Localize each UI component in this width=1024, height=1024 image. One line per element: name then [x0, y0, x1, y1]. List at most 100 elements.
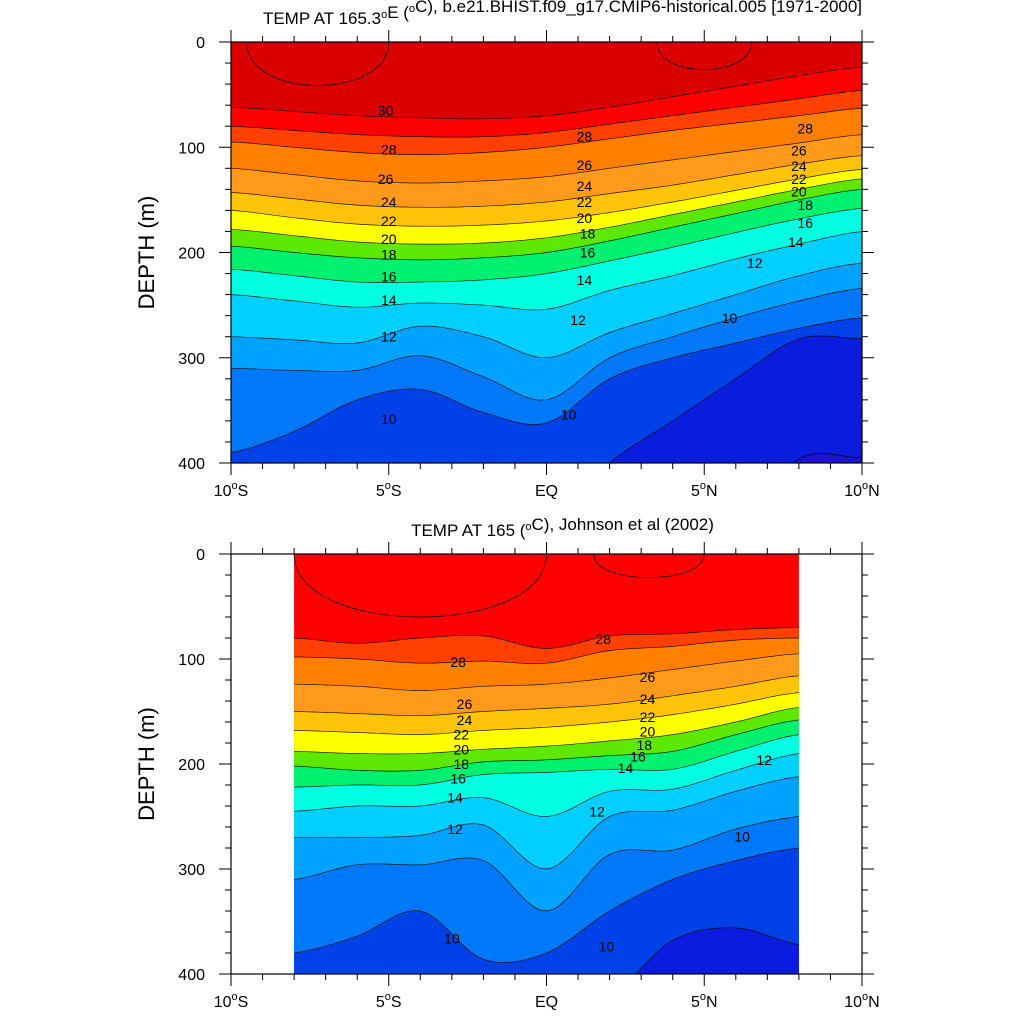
contour-label: 26	[640, 669, 656, 685]
contour-label: 28	[596, 631, 612, 647]
y-tick-label: 400	[178, 967, 205, 984]
contour-label: 24	[791, 158, 807, 174]
y-tick-label: 100	[178, 652, 205, 669]
isotherm-line	[231, 155, 862, 208]
contour-label: 28	[797, 120, 813, 136]
temperature-band	[635, 927, 799, 974]
contour-label: 12	[747, 255, 763, 271]
contour-label: 12	[447, 821, 463, 837]
isotherm-line	[294, 734, 799, 788]
isotherm-line	[231, 231, 862, 311]
temperature-band	[793, 453, 862, 463]
contour-label: 20	[791, 183, 807, 199]
contour-label: 26	[378, 171, 394, 187]
isotherm-line	[609, 335, 862, 463]
contour-label: 28	[577, 129, 593, 145]
contour-field: 2826242220181614121028262422201816141210…	[293, 554, 799, 974]
contour-field: 3028262422201816141210282624222018161412…	[231, 42, 862, 463]
isotherm-line	[635, 927, 799, 974]
contour-label: 12	[756, 752, 772, 768]
contour-label: 22	[791, 171, 807, 187]
contour-label: 16	[630, 749, 646, 765]
isotherm-line	[294, 675, 799, 717]
contour-label: 22	[454, 727, 470, 743]
x-tick-label: 5oS	[376, 991, 402, 1011]
contour-label: 18	[797, 197, 813, 213]
contour-label: 14	[381, 292, 397, 308]
contour-label: 16	[450, 771, 466, 787]
x-tick-label: 10oS	[214, 480, 249, 500]
contour-label: 20	[381, 231, 397, 247]
isotherm-line	[231, 66, 862, 120]
isotherm-line	[231, 262, 862, 359]
contour-label: 16	[797, 215, 813, 231]
contour-label: 30	[378, 102, 394, 118]
contour-label: 20	[454, 741, 470, 757]
isotherm-line	[294, 706, 799, 755]
contour-label: 22	[577, 194, 593, 210]
y-tick-label: 300	[178, 862, 205, 879]
contour-label: 14	[788, 234, 804, 250]
y-tick-label: 100	[178, 140, 205, 157]
contour-label: 18	[381, 247, 397, 263]
isotherm-line	[231, 207, 862, 283]
isotherm-line	[294, 816, 799, 912]
isotherm-line	[294, 847, 799, 963]
isotherm-line	[231, 134, 862, 184]
contour-label: 10	[599, 939, 615, 955]
y-axis-label: DEPTH (m)	[134, 196, 159, 310]
x-tick-label: EQ	[535, 483, 558, 500]
contour-label: 10	[734, 828, 750, 844]
chart-title: TEMP AT 165 (oC), Johnson et al (2002)	[411, 515, 714, 540]
contour-label: 24	[457, 712, 473, 728]
contour-label: 12	[381, 329, 397, 345]
y-tick-label: 200	[178, 246, 205, 263]
y-tick-label: 200	[178, 757, 205, 774]
contour-label: 14	[447, 790, 463, 806]
x-tick-label: EQ	[535, 994, 558, 1011]
x-tick-label: 10oS	[214, 991, 249, 1011]
isotherm-line	[294, 692, 799, 735]
isotherm-line	[294, 776, 799, 870]
contour-label: 14	[618, 760, 634, 776]
isotherm-line	[231, 287, 862, 401]
y-tick-label: 0	[196, 547, 205, 564]
x-tick-label: 5oS	[376, 480, 402, 500]
isotherm-line	[231, 90, 862, 138]
contour-label: 28	[450, 654, 466, 670]
isotherm-line	[231, 169, 862, 227]
isotherm-line	[294, 653, 799, 691]
panel-2: 2826242220181614121028262422201816141210…	[134, 515, 880, 1011]
contour-label: 24	[577, 178, 593, 194]
contour-label: 10	[561, 407, 577, 423]
warm-core	[593, 554, 705, 578]
warm-core	[246, 42, 390, 86]
contour-label: 24	[640, 691, 656, 707]
isotherm-line	[231, 178, 862, 245]
contour-label: 24	[381, 194, 397, 210]
contour-label: 16	[381, 269, 397, 285]
contour-label: 12	[570, 312, 586, 328]
contour-label: 10	[444, 930, 460, 946]
panel-1: 3028262422201816141210282624222018161412…	[134, 0, 880, 500]
contour-label: 22	[640, 709, 656, 725]
isotherm-line	[231, 188, 862, 261]
contour-label: 18	[454, 756, 470, 772]
temperature-band	[609, 335, 862, 463]
x-tick-label: 10oN	[844, 991, 879, 1011]
contour-label: 10	[722, 310, 738, 326]
contour-label: 26	[791, 142, 807, 158]
isotherm-line	[231, 107, 862, 155]
contour-label: 26	[577, 157, 593, 173]
chart-title: TEMP AT 165.3oE (oC), b.e21.BHIST.f09_g1…	[263, 0, 862, 28]
x-tick-label: 5oN	[691, 480, 718, 500]
isotherm-line	[294, 627, 799, 649]
y-tick-label: 300	[178, 351, 205, 368]
y-tick-label: 0	[196, 35, 205, 52]
contour-label: 16	[580, 245, 596, 261]
warm-core	[293, 554, 547, 618]
contour-label: 22	[381, 213, 397, 229]
contour-label: 18	[637, 737, 653, 753]
y-axis-label: DEPTH (m)	[134, 707, 159, 821]
x-tick-label: 5oN	[691, 991, 718, 1011]
